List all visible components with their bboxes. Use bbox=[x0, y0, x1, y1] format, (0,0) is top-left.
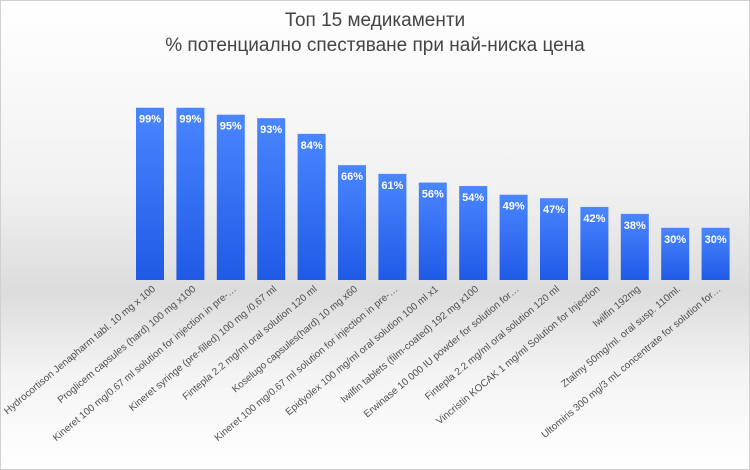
data-label: 84% bbox=[301, 140, 323, 152]
data-label: 66% bbox=[341, 171, 363, 183]
x-tick-label: Epidyolex 100 mg/ml oral solution 100 ml… bbox=[284, 284, 441, 418]
bar bbox=[257, 118, 286, 281]
x-tick-label: Kineret syringe (pre-filled) 100 mg /0,6… bbox=[127, 284, 279, 414]
data-label: 61% bbox=[381, 180, 403, 192]
bar bbox=[418, 182, 447, 280]
bar bbox=[297, 133, 326, 280]
bar bbox=[378, 173, 407, 280]
chart-subtitle: % потенциално спестяване при най-ниска ц… bbox=[165, 35, 585, 56]
data-label: 30% bbox=[664, 234, 686, 246]
x-tick-label: Kineret 100 mg/0.67 ml solution for inje… bbox=[213, 284, 401, 444]
data-label: 47% bbox=[543, 204, 565, 216]
bar bbox=[580, 206, 609, 280]
bar bbox=[540, 198, 568, 280]
bar bbox=[499, 194, 528, 280]
data-label: 99% bbox=[179, 114, 201, 126]
bar bbox=[701, 227, 730, 280]
bar bbox=[459, 186, 488, 280]
data-label: 49% bbox=[503, 201, 525, 213]
data-label: 99% bbox=[139, 114, 161, 126]
data-label: 93% bbox=[260, 124, 282, 136]
bar bbox=[620, 213, 649, 280]
bar bbox=[338, 165, 366, 280]
data-label: 38% bbox=[624, 220, 646, 232]
chart-title: Топ 15 медикаменти bbox=[284, 10, 466, 31]
bar bbox=[136, 107, 164, 281]
bar bbox=[216, 114, 245, 280]
data-label: 95% bbox=[220, 121, 242, 133]
x-tick-label: Kineret 100 mg/0.67 ml solution for inje… bbox=[51, 284, 239, 444]
data-label: 42% bbox=[583, 213, 605, 225]
x-tick-label: Hydrocortison Jenapharm tabl. 10 mg x 10… bbox=[2, 284, 158, 417]
data-label: 54% bbox=[462, 192, 484, 204]
bar bbox=[661, 227, 690, 280]
bar bbox=[176, 107, 205, 281]
data-label: 30% bbox=[705, 234, 727, 246]
data-label: 56% bbox=[422, 189, 444, 201]
